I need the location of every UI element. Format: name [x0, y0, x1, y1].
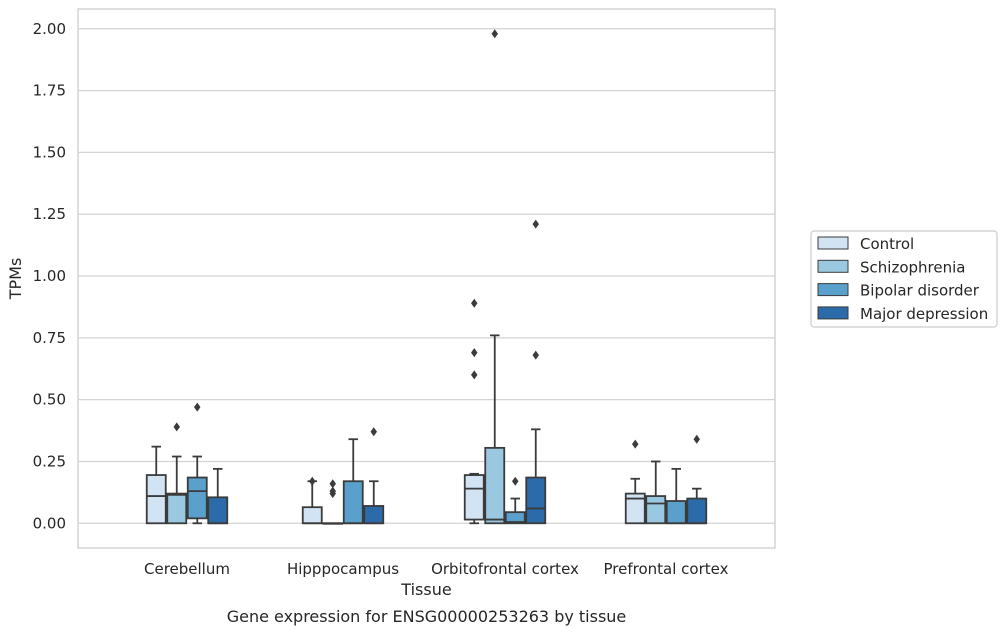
outlier-point [471, 298, 478, 308]
x-tick-label: Prefrontal cortex [604, 560, 729, 578]
box-schizophrenia [484, 29, 506, 525]
y-tick-label: 1.50 [33, 143, 66, 161]
box-bipolar-disorder [342, 438, 364, 525]
outlier-point [512, 476, 519, 486]
outlier-point [532, 350, 539, 360]
box-bipolar-disorder [504, 476, 526, 525]
legend-swatch [817, 236, 849, 250]
outlier-point [471, 370, 478, 380]
y-tick-labels: 0.00 0.25 0.50 0.75 1.00 1.25 1.50 1.75 2.00 [33, 20, 66, 532]
chart-caption: Gene expression for ENSG00000253263 by t… [227, 607, 627, 626]
iqr-box [166, 492, 188, 525]
iqr-box [665, 500, 687, 525]
box-schizophrenia [645, 460, 667, 525]
box-control [624, 439, 646, 525]
legend-item: Control [817, 235, 914, 253]
x-tick-label: Orbitofrontal cortex [431, 560, 579, 578]
box-control [463, 298, 485, 525]
outlier-point [532, 219, 539, 229]
iqr-box [363, 505, 385, 525]
iqr-box [463, 474, 485, 521]
outlier-point [693, 434, 700, 444]
y-tick-label: 1.75 [33, 82, 66, 100]
y-tick-label: 0.75 [33, 329, 66, 347]
legend-item: Bipolar disorder [817, 282, 980, 300]
iqr-box [645, 495, 667, 525]
outlier-point [329, 486, 336, 496]
outlier-point [471, 348, 478, 358]
iqr-box [525, 476, 547, 525]
y-tick-label: 0.50 [33, 391, 66, 409]
legend-item: Schizophrenia [817, 258, 965, 276]
box-groups [145, 29, 708, 525]
iqr-box [301, 506, 323, 525]
outlier-point [632, 439, 639, 449]
legend-label: Control [860, 235, 914, 253]
outlier-point [370, 427, 377, 437]
outlier-point [194, 402, 201, 412]
box-bipolar-disorder [186, 402, 208, 525]
y-tick-label: 1.00 [33, 267, 66, 285]
legend-frame [810, 230, 998, 328]
iqr-box [145, 474, 167, 525]
x-axis-label: Tissue [400, 580, 451, 599]
iqr-box [624, 492, 646, 525]
legend: Control Schizophrenia Bipolar disorder Majo… [810, 230, 998, 328]
box-major-depression [363, 427, 385, 525]
legend-label: Bipolar disorder [860, 282, 980, 300]
legend-label: Major depression [860, 305, 988, 323]
plot-area [77, 8, 776, 549]
legend-swatch [817, 306, 849, 320]
x-tick-label: Hipppocampus [287, 560, 399, 578]
box-control [301, 476, 323, 525]
outlier-point [173, 422, 180, 432]
legend-item: Major depression [817, 305, 988, 323]
x-tick-label: Cerebellum [144, 560, 230, 578]
outlier-point [329, 479, 336, 489]
legend-label: Schizophrenia [860, 258, 965, 276]
box-schizophrenia [322, 479, 344, 525]
box-bipolar-disorder [665, 467, 687, 525]
iqr-box [186, 476, 208, 520]
outlier-point [491, 29, 498, 39]
legend-swatch [817, 259, 849, 273]
y-axis-label: TPMs [6, 258, 25, 301]
box-major-depression [525, 219, 547, 525]
y-tick-label: 0.00 [33, 514, 66, 532]
box-control [145, 445, 167, 525]
y-gridlines [78, 28, 775, 524]
iqr-box [484, 446, 506, 525]
box-major-depression [686, 434, 708, 525]
outlier-point [309, 476, 316, 486]
y-tick-label: 0.25 [33, 452, 66, 470]
legend-swatch [817, 283, 849, 297]
iqr-box [207, 496, 229, 525]
y-tick-label: 1.25 [33, 205, 66, 223]
x-tick-labels: Cerebellum Hipppocampus Orbitofrontal cort… [144, 560, 729, 578]
iqr-box [504, 511, 526, 525]
box-major-depression [207, 467, 229, 525]
box-schizophrenia [166, 422, 188, 525]
iqr-box [342, 480, 364, 525]
iqr-box [686, 497, 708, 525]
y-tick-label: 2.00 [33, 20, 66, 38]
